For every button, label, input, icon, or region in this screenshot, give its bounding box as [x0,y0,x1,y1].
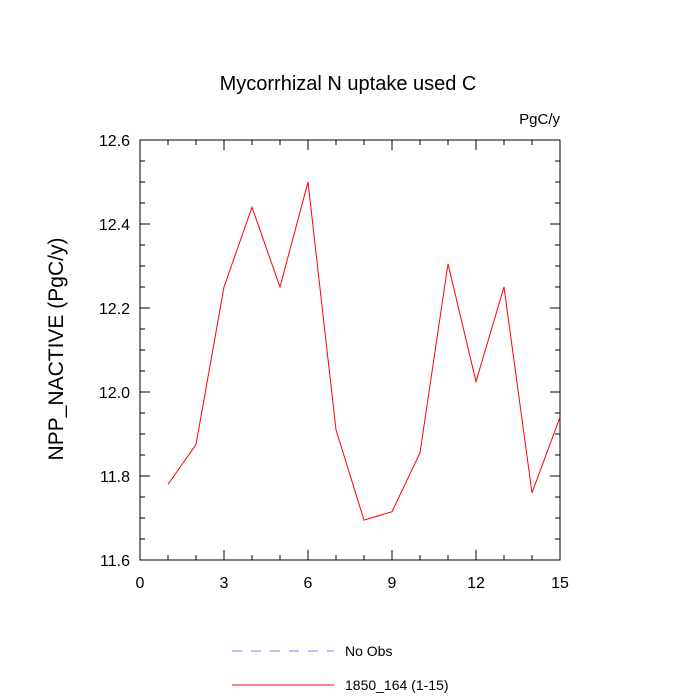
y-axis-label: NPP_NACTIVE (PgC/y) [45,238,68,461]
x-tick-label: 9 [388,575,397,592]
legend-label: No Obs [345,643,392,659]
legend-label: 1850_164 (1-15) [345,677,449,693]
plot-frame [139,139,561,561]
y-tick-label: 12.4 [99,217,130,234]
x-tick-label: 3 [220,575,229,592]
x-tick-label: 15 [551,575,569,592]
y-tick-label: 12.2 [99,301,130,318]
y-tick-label: 11.8 [100,469,130,486]
chart-title: Mycorrhizal N uptake used C [220,73,477,95]
y-tick-label: 11.6 [100,553,130,570]
x-tick-label: 0 [136,575,145,592]
x-tick-label: 6 [304,575,313,592]
series-line [167,181,561,521]
y-tick-label: 12.0 [99,385,130,402]
x-tick-label: 12 [467,575,485,592]
y-tick-label: 12.6 [99,133,130,150]
units-label: PgC/y [519,111,560,128]
